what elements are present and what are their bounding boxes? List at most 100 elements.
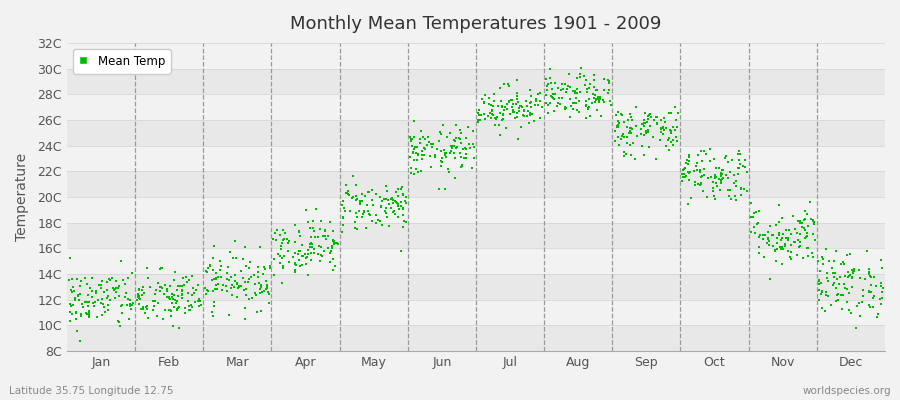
Point <box>454 130 468 136</box>
Point <box>778 227 793 234</box>
Point <box>580 86 594 92</box>
Point <box>778 242 792 249</box>
Point <box>80 299 94 306</box>
Point <box>123 303 138 310</box>
Point <box>140 306 154 312</box>
Point <box>302 244 317 250</box>
Point <box>177 310 192 316</box>
Point <box>327 240 341 246</box>
Point <box>715 176 729 182</box>
Point <box>274 253 288 259</box>
Point <box>78 310 93 317</box>
Point <box>314 252 328 258</box>
Point <box>126 300 140 306</box>
Point <box>514 124 528 130</box>
Point <box>816 256 831 262</box>
Point <box>250 274 265 281</box>
Point <box>395 192 410 198</box>
Point <box>180 279 194 285</box>
Point <box>597 98 611 105</box>
Point <box>876 284 890 291</box>
Point <box>433 163 447 170</box>
Point <box>406 149 420 156</box>
Point <box>591 99 606 105</box>
Point <box>747 224 761 231</box>
Point <box>484 114 499 121</box>
Point <box>104 275 119 282</box>
Point <box>662 134 676 141</box>
Point <box>677 166 691 172</box>
Point <box>572 98 587 104</box>
Point <box>322 219 337 225</box>
Point <box>544 94 559 100</box>
Point <box>338 190 353 196</box>
Point <box>361 188 375 195</box>
Point <box>693 169 707 175</box>
Point <box>662 126 677 133</box>
Point <box>432 186 446 192</box>
Point <box>377 195 392 202</box>
Point <box>76 304 90 310</box>
Point <box>510 96 525 102</box>
Point <box>510 99 525 105</box>
Point <box>833 292 848 298</box>
Point <box>608 128 623 134</box>
Point <box>114 303 129 310</box>
Point <box>836 292 850 299</box>
Point <box>453 150 467 156</box>
Point <box>637 120 652 126</box>
Point <box>253 286 267 292</box>
Point <box>171 293 185 300</box>
Point <box>714 180 728 186</box>
Point <box>275 262 290 269</box>
Point <box>867 292 881 299</box>
Point <box>814 280 829 286</box>
Point <box>668 127 682 134</box>
Point <box>827 274 842 280</box>
Point <box>812 281 826 287</box>
Point <box>558 80 572 87</box>
Point <box>822 258 836 264</box>
Point <box>171 283 185 289</box>
Point <box>509 101 524 107</box>
Point <box>136 304 150 310</box>
Point <box>516 112 530 118</box>
Point <box>450 144 464 150</box>
Point <box>437 151 452 158</box>
Point <box>477 100 491 106</box>
Point <box>446 136 461 143</box>
Point <box>476 111 491 117</box>
Point <box>675 171 689 177</box>
Point <box>765 232 779 239</box>
Point <box>176 288 190 294</box>
Point <box>124 270 139 277</box>
Point <box>494 104 508 110</box>
Point <box>425 143 439 150</box>
Point <box>202 262 217 268</box>
Point <box>487 91 501 98</box>
Point <box>830 292 844 298</box>
Point <box>407 157 421 163</box>
Point <box>207 243 221 249</box>
Point <box>160 288 175 295</box>
Point <box>368 220 382 226</box>
Point <box>544 93 558 99</box>
Point <box>206 288 220 294</box>
Point <box>710 183 724 190</box>
Point <box>326 228 340 235</box>
Point <box>866 295 880 301</box>
Point <box>461 124 475 131</box>
Point <box>869 282 884 289</box>
Point <box>292 262 307 269</box>
Point <box>493 110 508 116</box>
Point <box>80 311 94 318</box>
Point <box>67 288 81 295</box>
Point <box>440 134 454 140</box>
Point <box>131 295 146 301</box>
Point <box>666 136 680 143</box>
Point <box>120 302 134 308</box>
Point <box>471 110 485 116</box>
Point <box>806 231 821 238</box>
Point <box>553 101 567 107</box>
Point <box>812 277 826 283</box>
